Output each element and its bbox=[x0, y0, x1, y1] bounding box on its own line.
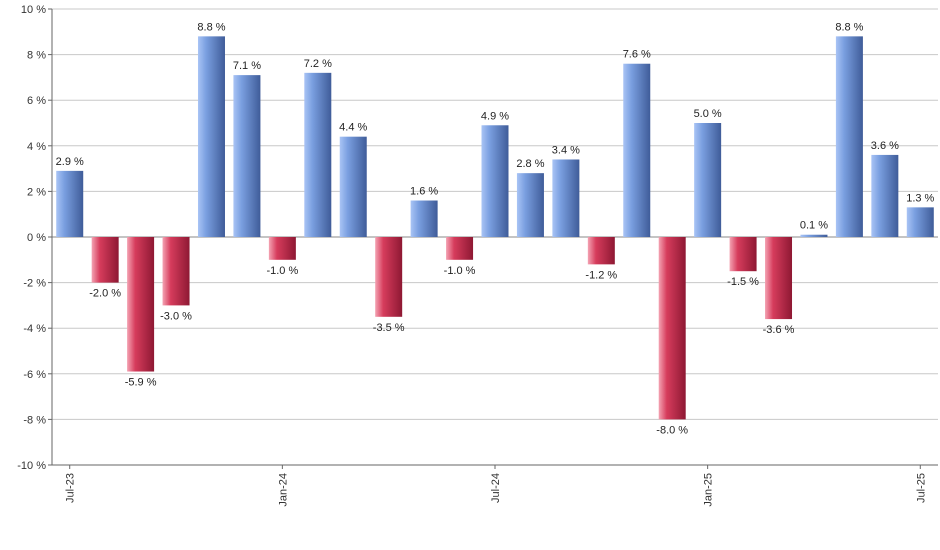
y-tick-label: -8 % bbox=[23, 414, 46, 426]
x-tick-label: Jul-24 bbox=[490, 473, 502, 503]
data-label: -5.9 % bbox=[125, 377, 157, 389]
bar-jul-25 bbox=[906, 207, 934, 237]
y-tick-label: 8 % bbox=[27, 50, 46, 62]
data-label: 4.9 % bbox=[481, 110, 509, 122]
bar-mar-25 bbox=[765, 237, 793, 320]
bars bbox=[56, 36, 934, 420]
data-label: 7.6 % bbox=[623, 49, 651, 61]
bar-apr-24 bbox=[375, 237, 403, 317]
y-tick-label: 2 % bbox=[27, 186, 46, 198]
data-label: 1.6 % bbox=[410, 186, 438, 198]
y-tick-label: 6 % bbox=[27, 95, 46, 107]
bar-jul-24 bbox=[481, 125, 509, 237]
bar-aug-23 bbox=[91, 237, 119, 283]
data-label: -1.0 % bbox=[266, 265, 298, 277]
data-label: 7.2 % bbox=[304, 58, 332, 70]
data-label: 2.8 % bbox=[516, 158, 544, 170]
data-label: 1.3 % bbox=[906, 192, 934, 204]
data-label: 7.1 % bbox=[233, 60, 261, 72]
bar-jan-24 bbox=[268, 237, 296, 260]
data-label: 5.0 % bbox=[694, 108, 722, 120]
y-tick-label: -6 % bbox=[23, 369, 46, 381]
axes: -10 % -8 % -6 % -4 % -2 % 0 % 2 % 4 % 6 % 8 % 10 %… bbox=[17, 4, 938, 507]
x-tick-label: Jul-25 bbox=[915, 473, 927, 503]
data-label: -1.0 % bbox=[444, 265, 476, 277]
data-label: -8.0 % bbox=[656, 424, 688, 436]
data-labels: 2.9 % -2.0 % -5.9 % -3.0 % 8.8 % 7.1 % -1.0 % 7… bbox=[56, 21, 935, 436]
data-label: -3.6 % bbox=[763, 324, 795, 336]
bar-nov-23 bbox=[197, 36, 225, 237]
y-tick-label: 10 % bbox=[21, 4, 46, 16]
bar-feb-25 bbox=[729, 237, 757, 272]
y-tick-label: -2 % bbox=[23, 278, 46, 290]
bar-nov-24 bbox=[623, 63, 651, 237]
bar-jun-25 bbox=[871, 154, 899, 237]
data-label: -1.2 % bbox=[585, 269, 617, 281]
data-label: 2.9 % bbox=[56, 156, 84, 168]
bar-oct-24 bbox=[587, 237, 615, 265]
bar-feb-24 bbox=[304, 72, 332, 237]
bar-may-25 bbox=[835, 36, 863, 237]
data-label: 8.8 % bbox=[835, 21, 863, 33]
bar-dec-23 bbox=[233, 75, 261, 238]
bar-sep-24 bbox=[552, 159, 580, 237]
data-label: 3.4 % bbox=[552, 144, 580, 156]
bar-mar-24 bbox=[339, 136, 367, 237]
bar-oct-23 bbox=[162, 237, 190, 306]
data-label: 3.6 % bbox=[871, 140, 899, 152]
data-label: -3.0 % bbox=[160, 310, 192, 322]
bar-jul-23 bbox=[56, 170, 84, 237]
data-label: -3.5 % bbox=[373, 322, 405, 334]
x-tick-label: Jan-24 bbox=[277, 473, 289, 507]
y-tick-label: -10 % bbox=[17, 460, 46, 472]
x-tick-label: Jul-23 bbox=[65, 473, 77, 503]
bar-may-24 bbox=[410, 200, 438, 237]
bar-apr-25 bbox=[800, 234, 828, 237]
bar-aug-24 bbox=[516, 173, 544, 237]
data-label: 8.8 % bbox=[197, 21, 225, 33]
data-label: -2.0 % bbox=[89, 288, 121, 300]
x-tick-label: Jan-25 bbox=[703, 473, 715, 507]
data-label: 4.4 % bbox=[339, 122, 367, 134]
bar-jan-25 bbox=[694, 123, 722, 237]
y-tick-label: -4 % bbox=[23, 323, 46, 335]
data-label: -1.5 % bbox=[727, 276, 759, 288]
y-tick-label: 0 % bbox=[27, 232, 46, 244]
y-tick-label: 4 % bbox=[27, 141, 46, 153]
bar-jun-24 bbox=[446, 237, 474, 260]
data-label: 0.1 % bbox=[800, 220, 828, 232]
bar-dec-24 bbox=[658, 237, 686, 420]
bar-sep-23 bbox=[127, 237, 155, 372]
